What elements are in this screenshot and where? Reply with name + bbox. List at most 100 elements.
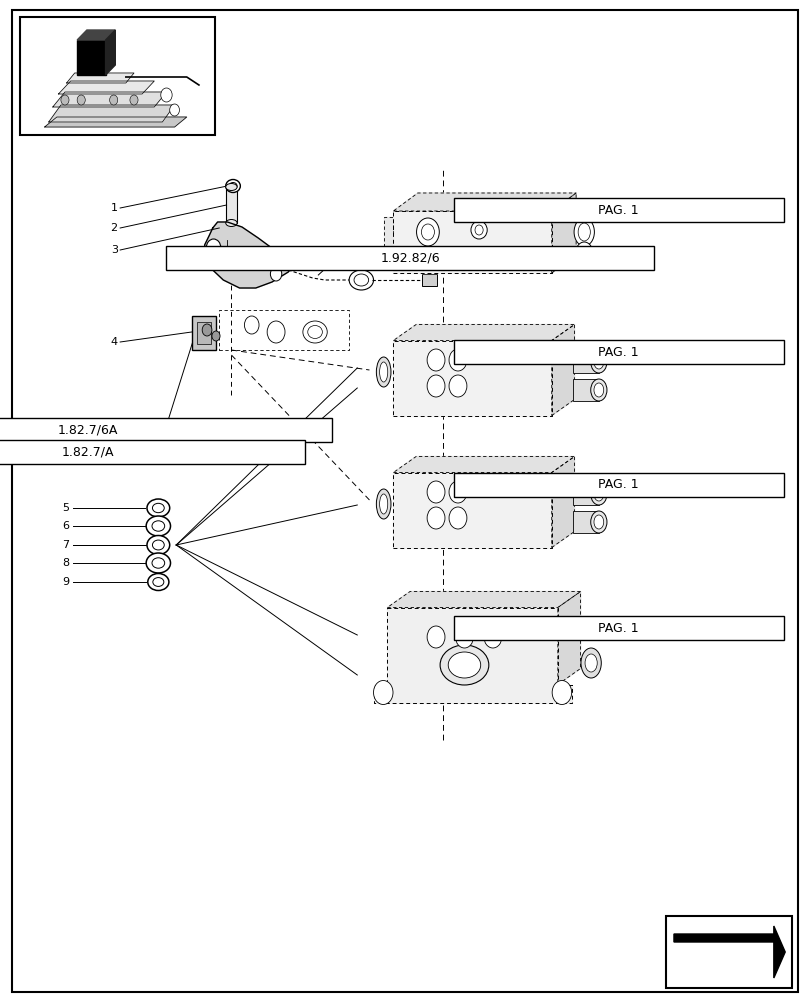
Ellipse shape xyxy=(225,180,240,192)
Polygon shape xyxy=(105,30,115,75)
Ellipse shape xyxy=(349,270,373,290)
Text: 5: 5 xyxy=(62,503,69,513)
Polygon shape xyxy=(551,456,574,548)
Ellipse shape xyxy=(152,540,164,550)
Ellipse shape xyxy=(470,221,487,239)
Polygon shape xyxy=(551,324,574,416)
Text: 8: 8 xyxy=(62,558,69,568)
Bar xyxy=(0,418,332,442)
Ellipse shape xyxy=(152,503,164,513)
Circle shape xyxy=(427,375,444,397)
Bar xyxy=(191,316,216,350)
Ellipse shape xyxy=(379,494,387,514)
Circle shape xyxy=(267,321,285,343)
Ellipse shape xyxy=(303,321,327,343)
Ellipse shape xyxy=(148,574,169,590)
Ellipse shape xyxy=(152,558,165,568)
Ellipse shape xyxy=(594,383,603,397)
Polygon shape xyxy=(393,211,551,273)
Bar xyxy=(165,246,654,270)
Ellipse shape xyxy=(448,652,480,678)
Bar xyxy=(665,916,791,988)
Circle shape xyxy=(61,95,69,105)
Ellipse shape xyxy=(354,274,368,286)
Text: 1: 1 xyxy=(110,203,118,213)
Ellipse shape xyxy=(147,499,169,517)
Circle shape xyxy=(130,95,138,105)
Polygon shape xyxy=(77,30,115,40)
Polygon shape xyxy=(393,456,574,473)
Text: 6: 6 xyxy=(62,521,69,531)
Polygon shape xyxy=(387,591,580,608)
Ellipse shape xyxy=(152,521,165,531)
Bar xyxy=(453,198,783,222)
Circle shape xyxy=(373,680,393,704)
Polygon shape xyxy=(393,324,574,340)
Circle shape xyxy=(77,95,85,105)
Circle shape xyxy=(244,316,259,334)
Ellipse shape xyxy=(379,362,387,382)
Ellipse shape xyxy=(146,516,170,536)
Circle shape xyxy=(427,507,444,529)
Circle shape xyxy=(427,481,444,503)
Circle shape xyxy=(421,224,434,240)
Bar xyxy=(20,17,215,135)
Ellipse shape xyxy=(375,489,390,519)
Polygon shape xyxy=(53,92,166,107)
Polygon shape xyxy=(393,340,551,416)
Circle shape xyxy=(448,375,466,397)
Text: 1.82.7/A: 1.82.7/A xyxy=(62,446,114,458)
Polygon shape xyxy=(67,73,134,83)
Text: PAG. 1: PAG. 1 xyxy=(598,346,638,359)
Ellipse shape xyxy=(584,654,597,672)
Text: 9: 9 xyxy=(62,577,69,587)
Ellipse shape xyxy=(474,225,483,235)
Ellipse shape xyxy=(590,351,607,373)
Circle shape xyxy=(109,95,118,105)
Bar xyxy=(453,616,783,640)
Text: PAG. 1: PAG. 1 xyxy=(598,479,638,491)
Text: PAG. 1: PAG. 1 xyxy=(598,204,638,217)
Ellipse shape xyxy=(594,515,603,529)
Ellipse shape xyxy=(307,326,322,338)
Circle shape xyxy=(202,324,212,336)
Ellipse shape xyxy=(581,648,600,678)
Ellipse shape xyxy=(229,182,237,190)
Polygon shape xyxy=(204,222,296,288)
Circle shape xyxy=(448,507,466,529)
Polygon shape xyxy=(49,105,174,122)
Ellipse shape xyxy=(573,218,594,246)
Circle shape xyxy=(427,349,444,371)
Circle shape xyxy=(551,680,571,704)
Bar xyxy=(453,340,783,364)
Ellipse shape xyxy=(225,220,237,227)
Ellipse shape xyxy=(590,483,607,505)
Text: 7: 7 xyxy=(62,540,69,550)
Ellipse shape xyxy=(147,536,169,554)
Ellipse shape xyxy=(590,379,607,401)
Circle shape xyxy=(161,88,172,102)
Polygon shape xyxy=(77,40,105,75)
Ellipse shape xyxy=(590,511,607,533)
Circle shape xyxy=(227,250,238,264)
Ellipse shape xyxy=(594,355,603,369)
Circle shape xyxy=(416,218,439,246)
Ellipse shape xyxy=(577,223,590,241)
Text: 4: 4 xyxy=(110,337,118,347)
Bar xyxy=(225,187,237,223)
Polygon shape xyxy=(551,193,575,273)
Polygon shape xyxy=(393,473,551,548)
Circle shape xyxy=(455,626,473,648)
Ellipse shape xyxy=(574,242,592,266)
Bar xyxy=(573,483,599,505)
Circle shape xyxy=(206,239,221,257)
Bar xyxy=(573,379,599,401)
Circle shape xyxy=(483,626,501,648)
Polygon shape xyxy=(58,81,154,94)
Polygon shape xyxy=(373,608,571,702)
Polygon shape xyxy=(383,217,393,252)
Ellipse shape xyxy=(152,578,164,586)
Circle shape xyxy=(427,626,444,648)
Bar xyxy=(196,322,211,344)
Text: 2: 2 xyxy=(110,223,118,233)
